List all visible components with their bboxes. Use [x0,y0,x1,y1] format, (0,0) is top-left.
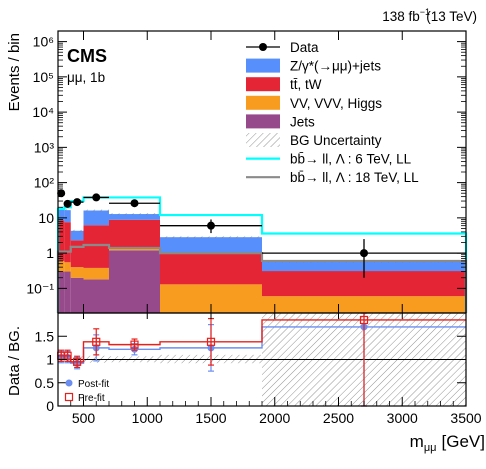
ratio-panel-series [57,312,466,407]
data-point [360,249,368,258]
legend-label: Data [290,40,319,55]
stack-bar-zjets [160,237,262,253]
main-y-tick-label: 10⁴ [32,104,54,120]
ratio-point-prefit [73,357,82,366]
legend-swatch-ttbar [246,77,280,92]
main-y-tick-label: 10² [34,175,55,191]
stack-bar-jets [70,277,84,313]
legend-swatch-diboson [246,95,280,110]
ratio-point-prefit [63,351,72,360]
ratio-legend: Post-fit Pre-fit [64,379,109,404]
main-panel-stack [58,208,466,313]
data-point [207,221,215,230]
signal-line-signal_18tev [56,243,468,313]
legend-label: tt̄, tW [290,77,322,92]
ratio-legend-label: Pre-fit [78,393,105,404]
main-y-tick-label: 10³ [34,139,55,155]
stack-bar-diboson [64,262,71,272]
stack-bar-jets [83,279,109,313]
legend-label: BG Uncertainty [290,133,382,148]
legend-swatch-uncertainty [246,133,280,147]
x-tick-label: 3500 [450,410,481,426]
main-y-tick-label: 10⁶ [33,34,54,50]
stack-bar-ttbar [83,225,109,268]
legend-label: bb̄→ ll, Λ : 18 TeV, LL [290,170,419,185]
data-point [63,199,72,208]
ratio-point-prefit [206,337,216,346]
legend-swatch-zjets [246,58,280,73]
uncertainty-hatch [70,229,84,232]
stack-bar-ttbar [160,252,262,285]
x-tick-label: 3000 [387,410,418,426]
stack-bar-zjets [83,210,109,226]
ratio-legend-label: Post-fit [78,379,109,390]
stack-bar-ttbar [58,220,65,261]
uncertainty-hatch [109,213,160,215]
main-y-tick-label: 10⁵ [33,69,54,85]
stack-bar-zjets [64,210,71,223]
uncertainty-hatch [160,236,262,239]
x-axis-label: mμμ [GeV] [410,432,485,454]
stack-bar-diboson [70,267,84,278]
ratio-y-tick-label: 0.5 [35,375,55,391]
ratio-y-axis-label: Data / BG. [6,326,23,396]
legend-label: Z/γ*(→μμ)+jets [290,59,381,74]
x-tick-label: 2500 [323,410,354,426]
stack-bar-jets [64,271,71,313]
uncertainty-hatch [64,209,71,212]
stack-bar-diboson [109,248,160,251]
main-y-axis-label: Events / bin [6,33,23,111]
legend-label: bb̄→ ll, Λ : 6 TeV, LL [290,152,412,167]
stack-bar-zjets [58,208,65,221]
stack-bar-jets [109,250,160,313]
main-y-tick-label: 1 [46,245,54,261]
stack-bar-diboson [83,267,109,280]
stack-bar-zjets [109,214,160,220]
stack-bar-ttbar [70,240,84,268]
x-tick-label: 1500 [195,410,226,426]
x-tick-label: 500 [72,410,96,426]
stack-bar-diboson [262,296,466,313]
energy-label: (13 TeV) [426,9,477,24]
x-tick-label: 2000 [259,410,290,426]
data-point [73,198,82,207]
ratio-panel-frame: 0 0.5 1 1.5 500 1000 1500 2000 2500 3000 3500 [35,312,482,426]
legend-label: Jets [290,114,315,129]
stack-bar-diboson [58,260,65,272]
data-point [130,199,139,208]
channel-label: μμ, 1b [67,70,105,85]
ratio-y-tick-label: 1 [46,352,54,368]
stack-bar-zjets [70,230,84,241]
legend-marker-data-point [259,43,267,51]
ratio-point-prefit [92,337,101,346]
main-y-tick-label: 10 [38,210,54,226]
legend-swatch-jets [246,114,280,129]
ratio-y-tick-label: 0 [46,398,54,414]
ratio-legend-marker-postfit [65,379,73,387]
stack-bar-ttbar [109,219,160,249]
stack-bar-ttbar [64,222,71,263]
ratio-y-tick-label: 1.5 [35,328,55,344]
main-y-tick-label: 10⁻¹ [26,280,54,296]
lumi-label: 138 fb−1 [382,7,430,24]
ratio-point-prefit [359,315,369,325]
uncertainty-hatch [83,209,109,212]
ratio-point-prefit [130,340,139,349]
main-legend: Data Z/γ*(→μμ)+jets tt̄, tW VV, VVV, Higgs J… [246,40,419,185]
experiment-label: CMS [67,46,107,66]
stack-bar-jets [58,271,65,313]
x-tick-label: 1000 [132,410,163,426]
legend-label: VV, VVV, Higgs [290,96,382,111]
data-point [92,193,101,202]
main-panel-frame: 10⁻¹ 1 10 10² 10³ 10⁴ 10⁵ 10⁶ [26,30,467,314]
ratio-legend-marker-prefit [64,392,74,402]
